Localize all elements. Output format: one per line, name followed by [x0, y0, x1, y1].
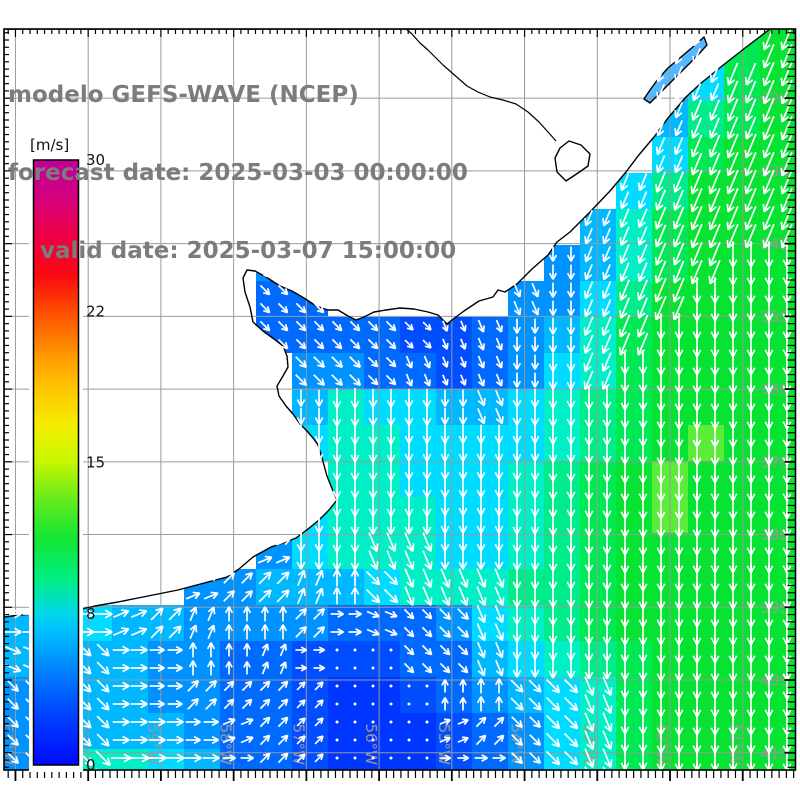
svg-text:38S: 38S: [760, 526, 789, 544]
svg-text:36S: 36S: [760, 381, 789, 399]
river-line: [405, 29, 557, 142]
svg-text:39S: 39S: [760, 599, 789, 617]
map-layers: 61°W60°W59°W58°W57°W56°W55°W54°W53°W52°W…: [0, 29, 796, 770]
longitude-labels: 61°W60°W59°W58°W57°W56°W55°W54°W53°W52°W…: [0, 724, 744, 766]
wave-direction-arrows: [4, 29, 793, 770]
svg-text:57°W: 57°W: [289, 724, 307, 766]
svg-text:40S: 40S: [760, 672, 789, 690]
axis-ticks: [4, 29, 796, 781]
colorbar-tick-label: 8: [86, 605, 96, 623]
svg-text:52°W: 52°W: [653, 724, 671, 766]
svg-text:55°W: 55°W: [435, 724, 453, 766]
colorbar-gradient: [32, 159, 80, 766]
colorbar-unit-label: [m/s]: [30, 136, 69, 154]
colorbar-tick-label: 22: [86, 302, 105, 320]
svg-text:61°W: 61°W: [0, 724, 16, 766]
land-mass: [4, 29, 770, 617]
svg-text:53°W: 53°W: [580, 724, 598, 766]
graticule-lines: [4, 29, 796, 770]
svg-text:35S: 35S: [760, 308, 789, 326]
coastal-lagoon: [644, 37, 707, 103]
colorbar-tick-label: 15: [86, 454, 105, 472]
colorbar: [m/s] 30 22 15 8 0: [29, 136, 105, 774]
svg-text:51°W: 51°W: [726, 724, 744, 766]
map-frame: [3, 28, 797, 771]
colorbar-tick-label: 0: [86, 756, 96, 774]
svg-text:59°W: 59°W: [144, 724, 162, 766]
colorbar-tick-label: 30: [86, 151, 105, 169]
svg-text:56°W: 56°W: [362, 724, 380, 766]
svg-text:37S: 37S: [760, 453, 789, 471]
